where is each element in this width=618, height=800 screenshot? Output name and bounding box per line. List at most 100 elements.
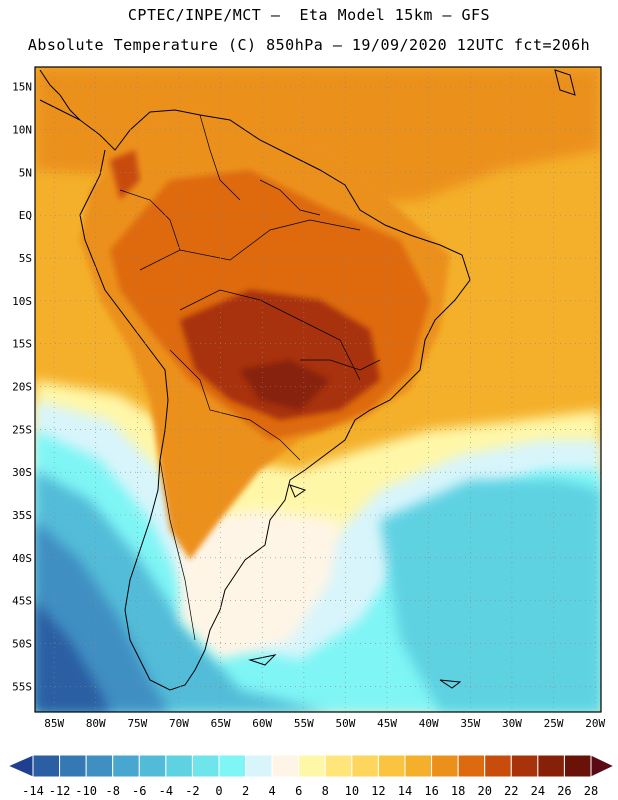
colorbar-label: -4: [159, 784, 173, 798]
lon-label: 45W: [377, 717, 397, 730]
colorbar-swatch: [563, 754, 592, 778]
colorbar-label: -14: [22, 784, 44, 798]
colorbar-swatch: [484, 754, 512, 778]
colorbar-swatch: [191, 754, 220, 778]
colorbar-swatch: [112, 754, 140, 778]
south-georgia-outline: [439, 679, 462, 689]
lat-label: 10S: [12, 295, 32, 308]
lon-label: 35W: [460, 717, 480, 730]
lat-label: 5N: [19, 166, 32, 179]
colorbar: [6, 754, 616, 778]
lat-label: 10N: [12, 124, 32, 137]
colorbar-swatch: [271, 754, 300, 778]
lon-label: 80W: [86, 717, 106, 730]
colorbar-swatch: [165, 754, 193, 778]
lon-label: 30W: [502, 717, 522, 730]
map-title-line-1: CPTEC/INPE/MCT — Eta Model 15km — GFS: [127, 6, 491, 24]
lon-label: 20W: [585, 717, 605, 730]
field-deepest-blue: [35, 600, 110, 712]
country-borders: [119, 114, 381, 641]
colorbar-swatch: [351, 754, 379, 778]
colorbar-swatch: [457, 754, 486, 778]
lat-label: 55S: [12, 680, 32, 693]
lat-label: 40S: [12, 552, 32, 565]
field-colombia-hot: [110, 150, 140, 200]
lat-label: 30S: [12, 466, 32, 479]
colorbar-label: -10: [75, 784, 97, 798]
colorbar-labels: -14 -12 -10 -8 -6 -4 -2 0 2 4 6 8 10 12 14 16 18 20 22 24 26…: [22, 784, 598, 798]
lon-label: 70W: [169, 717, 189, 730]
colorbar-swatch: [138, 754, 167, 778]
colorbar-label: 2: [242, 784, 249, 798]
colorbar-label: 24: [531, 784, 545, 798]
border-argentina-north: [169, 349, 301, 461]
field-patagonia: [180, 510, 340, 660]
latitude-labels: 15N 10N 5N EQ 5S 10S 15S 20S 25S 30S 35S 40S 45S 50S 5…: [12, 81, 32, 694]
lon-label: 65W: [211, 717, 231, 730]
colorbar-swatch: [298, 754, 326, 778]
colorbar-label: -6: [132, 784, 146, 798]
colorbar-swatch: [324, 754, 353, 778]
colorbar-label: 14: [398, 784, 412, 798]
field-blue-se: [380, 480, 601, 712]
field-continent-core: [180, 290, 380, 420]
colorbar-swatch: [218, 754, 247, 778]
lon-label: 55W: [294, 717, 314, 730]
colorbar-swatch: [245, 754, 273, 778]
colorbar-min-arrow: [6, 754, 34, 778]
lon-label: 25W: [544, 717, 564, 730]
lat-label: 45S: [12, 595, 32, 608]
colorbar-swatch: [404, 754, 433, 778]
lon-label: 50W: [336, 717, 356, 730]
colorbar-swatch: [59, 754, 87, 778]
lon-label: 40W: [419, 717, 439, 730]
colorbar-label: 26: [557, 784, 571, 798]
colorbar-label: 8: [322, 784, 329, 798]
colorbar-swatch: [537, 754, 565, 778]
lat-label: 15S: [12, 338, 32, 351]
map-frame: [34, 66, 602, 713]
colorbar-label: 0: [215, 784, 222, 798]
border-venezuela: [199, 114, 241, 201]
colorbar-label: -12: [49, 784, 71, 798]
colorbar-label: 4: [269, 784, 276, 798]
border-guianas: [259, 179, 321, 216]
colorbar-max-arrow: [590, 754, 616, 778]
south-america-coastline: [39, 99, 471, 691]
lon-label: 75W: [127, 717, 147, 730]
colorbar-label: 16: [424, 784, 438, 798]
colorbar-swatch: [510, 754, 539, 778]
colorbar-label: 12: [371, 784, 385, 798]
caribbean-island-outline: [554, 69, 576, 96]
lat-label: 20S: [12, 381, 32, 394]
colorbar-label: 28: [584, 784, 598, 798]
border-bolivia: [179, 289, 361, 381]
lat-label: 35S: [12, 509, 32, 522]
colorbar-label: 10: [345, 784, 359, 798]
lat-label: EQ: [19, 209, 32, 222]
colorbar-swatch: [85, 754, 114, 778]
lat-label: 15N: [12, 81, 32, 94]
colorbar-label: 22: [504, 784, 518, 798]
lon-label: 85W: [44, 717, 64, 730]
border-chile-argentina: [159, 459, 196, 641]
colorbar-label: 18: [451, 784, 465, 798]
lat-label: 5S: [19, 252, 32, 265]
central-america-coastline: [39, 69, 81, 121]
border-peru: [119, 189, 181, 251]
border-brazil-states: [300, 359, 381, 371]
lat-label: 50S: [12, 637, 32, 650]
border-amazon: [139, 219, 361, 271]
temperature-field: [35, 67, 601, 712]
lat-label: 25S: [12, 423, 32, 436]
colorbar-swatch: [32, 754, 61, 778]
lagoon-outline: [289, 484, 307, 498]
colorbar-label: -2: [185, 784, 199, 798]
colorbar-label: 6: [295, 784, 302, 798]
colorbar-swatch: [431, 754, 459, 778]
longitude-labels: 85W 80W 75W 70W 65W 60W 55W 50W 45W 40W 35W 30W 25W 2…: [44, 717, 605, 730]
colorbar-swatch: [377, 754, 406, 778]
colorbar-label: 20: [477, 784, 491, 798]
lon-label: 60W: [252, 717, 272, 730]
